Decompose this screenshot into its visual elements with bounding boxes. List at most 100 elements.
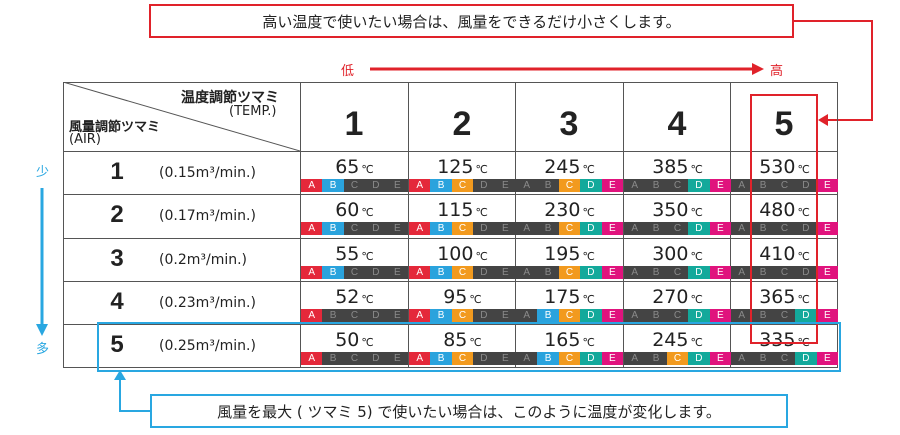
nozzle-letter-c: C [451,179,474,192]
nozzle-letter-e: E [816,352,839,365]
row-5-highlight [97,322,841,372]
nozzle-letter-c: C [343,222,366,235]
airflow-value-3: (0.2m³/min.) [159,252,248,268]
temp-unit: ℃ [475,250,488,263]
temp-value: 245 [544,156,581,178]
nozzle-letter-c: C [343,266,366,279]
nozzle-letter-a: A [731,222,753,235]
nozzle-letter-b: B [645,266,667,279]
nozzle-letter-b: B [752,222,774,235]
nozzle-letter-e: E [386,222,409,235]
nozzle-letter-b: B [752,352,774,365]
temp-value: 410 [759,243,796,265]
nozzle-letter-a: A [301,222,323,235]
nozzle-letter-d: D [580,266,602,279]
temp-unit: ℃ [361,163,374,176]
temp-value: 195 [544,243,581,265]
nozzle-letter-b: B [645,352,667,365]
nozzle-letter-e: E [386,309,409,322]
nozzle-letter-a: A [731,352,753,365]
temp-unit: ℃ [797,293,810,306]
nozzle-letter-b: B [645,179,667,192]
nozzle-letter-a: A [624,222,646,235]
temp-cell-3-4: 300 ℃ [624,244,731,267]
temp-cell-2-5: 480 ℃ [731,200,838,223]
temp-cell-1-4: 385 ℃ [624,157,731,180]
nozzle-letter-d: D [473,352,495,365]
nozzle-letter-c: C [343,179,366,192]
temp-value: 365 [759,286,796,308]
temp-cell-2-4: 350 ℃ [624,200,731,223]
temp-cell-1-5: 530 ℃ [731,157,838,180]
nozzle-letter-d: D [795,179,817,192]
column-5-highlight [750,94,818,344]
temp-value: 95 [443,286,468,308]
temp-cell-5-5: 335 ℃ [731,330,838,353]
nozzle-letter-b: B [537,179,559,192]
nozzle-letter-c: C [343,352,366,365]
nozzle-letter-b: B [322,352,344,365]
nozzle-letter-b: B [752,266,774,279]
nozzle-letter-b: B [537,352,559,365]
nozzle-letter-a: A [731,309,753,322]
nozzle-letter-d: D [365,179,387,192]
nozzle-letter-b: B [322,266,344,279]
nozzle-letter-d: D [688,309,710,322]
nozzle-letter-e: E [709,309,732,322]
temp-value: 530 [759,156,796,178]
nozzle-letter-c: C [773,179,796,192]
nozzle-letter-e: E [601,309,624,322]
nozzle-letter-d: D [688,179,710,192]
temp-value: 85 [443,329,468,351]
temp-value: 115 [437,199,474,221]
nozzle-letter-a: A [731,179,753,192]
temp-value: 350 [652,199,689,221]
nozzle-letter-a: A [624,309,646,322]
nozzle-letter-e: E [816,266,839,279]
nozzle-letter-c: C [451,222,474,235]
temp-cell-4-3: 175 ℃ [516,287,623,310]
temp-unit: ℃ [797,250,810,263]
nozzle-letter-b: B [537,222,559,235]
temp-unit: ℃ [361,293,374,306]
nozzle-letter-d: D [580,179,602,192]
temp-cell-3-3: 195 ℃ [516,244,623,267]
temp-cell-5-3: 165 ℃ [516,330,623,353]
temp-column-4: 4 [667,105,687,143]
temp-unit: ℃ [582,336,595,349]
nozzle-letter-e: E [601,266,624,279]
temp-value: 55 [335,243,360,265]
axis-many-label: 多 [36,342,50,357]
temp-value: 125 [437,156,474,178]
temp-cell-2-1: 60 ℃ [301,200,408,223]
bottom-connector-line [119,378,150,412]
temp-cell-2-3: 230 ℃ [516,200,623,223]
nozzle-letter-a: A [516,179,538,192]
nozzle-letter-d: D [795,352,817,365]
temp-unit: ℃ [690,293,703,306]
nozzle-letter-e: E [386,179,409,192]
temp-value: 480 [759,199,796,221]
nozzle-letter-e: E [494,222,517,235]
nozzle-letter-e: E [601,352,624,365]
temp-column-5: 5 [774,105,794,143]
axis-few-label: 少 [36,165,50,180]
nozzle-letter-d: D [473,309,495,322]
air-level-1: 1 [110,158,124,185]
temp-unit: ℃ [690,250,703,263]
nozzle-letter-e: E [709,352,732,365]
temp-cell-4-4: 270 ℃ [624,287,731,310]
temp-cell-5-4: 245 ℃ [624,330,731,353]
nozzle-letter-e: E [386,352,409,365]
